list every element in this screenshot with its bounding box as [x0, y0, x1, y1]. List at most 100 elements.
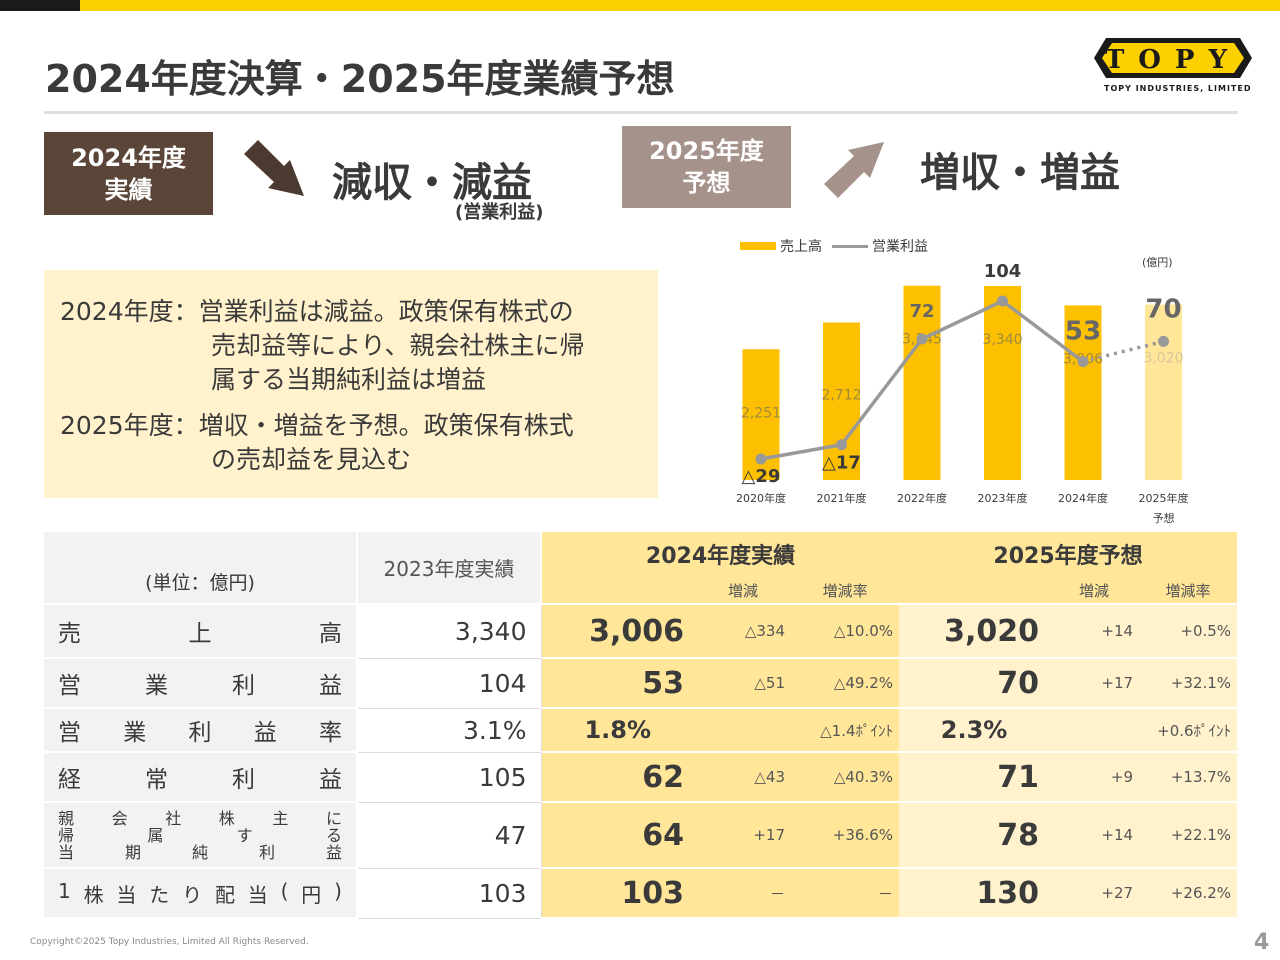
sales-bar	[1145, 304, 1182, 480]
operating-income-point	[836, 439, 847, 451]
row-label-char: す	[236, 825, 253, 845]
summary-line-4: 2025年度：増収・増益を予想。政策保有株式	[60, 411, 574, 440]
summary-line-5: の売却益を見込む	[211, 445, 412, 474]
row-label-char: 益	[253, 720, 277, 746]
top-bar-dark	[0, 0, 80, 11]
operating-income-point	[755, 453, 767, 465]
badge-2025-line2: 予想	[682, 169, 731, 197]
headline-2024: 減収・減益	[332, 160, 532, 206]
operating-income-point	[997, 295, 1008, 307]
value-2023: 47	[357, 802, 542, 869]
change-2024: +17	[694, 802, 791, 869]
value-2024: 53	[541, 658, 694, 709]
row-label-char: 期	[124, 842, 141, 862]
table-row: 経 常 利 益 105 62 △43 △40.3% 71 +9 +13.7%	[44, 752, 1238, 803]
operating-income-point	[1077, 356, 1089, 368]
row-label-char: 会	[111, 808, 128, 828]
change-2025	[1049, 708, 1140, 753]
header-2025: 2025年度予想 増減 増減率	[899, 532, 1238, 605]
value-2025: 130	[899, 868, 1050, 919]
summary-line-1: 2024年度：営業利益は減益。政策保有株式の	[60, 297, 574, 326]
row-label-char: る	[325, 825, 342, 845]
row-label-char: 益	[325, 842, 342, 862]
header-2025-title: 2025年度予想	[993, 544, 1143, 569]
operating-income-label: △17	[822, 453, 861, 474]
sales-bar	[903, 285, 941, 480]
row-label-char: 営	[58, 720, 81, 746]
value-2024: 103	[541, 868, 694, 919]
sales-value-label: 3,340	[982, 332, 1022, 348]
sales-bar	[823, 322, 860, 480]
operating-income-label: 53	[1065, 317, 1101, 347]
sales-value-label: 3,020	[1143, 351, 1183, 367]
change-2025: +14	[1049, 604, 1140, 659]
chart-legend: 売上高 営業利益	[740, 236, 928, 256]
change-2025: +14	[1049, 802, 1140, 869]
badge-2024-actual: 2024年度 実績	[44, 132, 213, 215]
operating-income-label: △29	[742, 466, 781, 487]
rate-2025: +0.5%	[1139, 604, 1238, 659]
chart-unit: (億円)	[1142, 256, 1173, 269]
row-label-char: 業	[145, 673, 168, 699]
row-label-char: 利	[188, 720, 212, 746]
header-2024-change: 増減	[727, 582, 758, 600]
rate-2025: +22.1%	[1139, 802, 1238, 869]
badge-2024-line1: 2024年度	[71, 143, 186, 172]
row-label-char: 益	[319, 767, 342, 793]
row-label-char: に	[325, 808, 342, 828]
change-2025: +9	[1049, 752, 1140, 803]
row-label-char: 利	[232, 673, 255, 699]
value-2023: 3.1%	[357, 708, 542, 753]
row-label-char: 帰	[58, 825, 75, 845]
value-2023: 103	[357, 868, 542, 919]
row-label-char: 利	[232, 767, 255, 793]
arrow-down-right-icon	[244, 140, 304, 196]
unit-header: (単位：億円)	[44, 532, 358, 605]
row-label-char: 1	[58, 878, 71, 903]
row-label-char: 株	[218, 808, 235, 828]
badge-2025-line1: 2025年度	[649, 137, 764, 165]
change-2024: △43	[694, 752, 791, 803]
logo-subtitle: TOPY INDUSTRIES, LIMITED	[1104, 84, 1252, 93]
value-2025: 78	[899, 802, 1050, 869]
sales-op-chart: 2,2512020年度2,7122021年度3,3452022年度3,34020…	[736, 261, 1189, 525]
rate-2025: +0.6ﾎﾟｲﾝﾄ	[1139, 708, 1238, 753]
value-2025: 70	[899, 658, 1050, 709]
badge-2024-line2: 実績	[104, 175, 153, 204]
legend-sales-label: 売上高	[780, 239, 822, 255]
row-label-char: 経	[58, 767, 81, 793]
x-tick-label: 2020年度	[736, 491, 786, 505]
operating-income-forecast-line	[1082, 339, 1164, 364]
row-label: 1 株当たり配当(円)	[44, 868, 358, 919]
change-2025: +27	[1049, 868, 1140, 919]
arrow-up-right-icon	[824, 142, 884, 198]
value-2024: 3,006	[541, 604, 694, 659]
x-tick-sublabel: 予想	[1153, 511, 1175, 525]
topy-logo: TOPY	[1094, 38, 1252, 78]
header-2025-rate: 増減率	[1165, 582, 1211, 600]
row-label-char: )	[334, 878, 342, 903]
rate-2024: △49.2%	[791, 658, 900, 709]
table-row: 親 会 社 株 主 に帰 属 す る当 期 純 利 益 47 64 +17 +36.6% 78 +14 +22.1%	[44, 802, 1238, 869]
chart-area: 売上高 営業利益 (億円) 2,251 2020年度 2,712 2021年度 3,34…	[720, 230, 1240, 530]
x-tick-label: 2024年度	[1058, 491, 1108, 505]
row-label-char: (	[280, 878, 289, 903]
table-row: 売 上 高 3,340 3,006 △334 △10.0% 3,020 +14 +0.5%	[44, 604, 1238, 659]
row-label-char: 営	[58, 673, 81, 699]
header-2024: 2024年度実績 増減 増減率	[541, 532, 900, 605]
x-tick-label: 2023年度	[978, 491, 1028, 505]
rate-2024: －	[791, 868, 900, 919]
row-label-char: 親	[58, 808, 75, 828]
row-label-char: 当	[247, 882, 268, 907]
value-2023: 105	[357, 752, 542, 803]
change-2024	[694, 708, 791, 753]
row-label-char: 売	[58, 621, 81, 647]
header-2024-rate: 増減率	[822, 582, 868, 600]
header-2023: 2023年度実績	[357, 532, 542, 605]
sales-bar	[984, 286, 1021, 480]
top-bar-yellow	[80, 0, 1280, 11]
row-label-char: 当	[58, 842, 75, 862]
operating-income-label: 72	[909, 301, 934, 322]
change-2024: △51	[694, 658, 791, 709]
table-row: 営 業 利 益 104 53 △51 △49.2% 70 +17 +32.1%	[44, 658, 1238, 709]
